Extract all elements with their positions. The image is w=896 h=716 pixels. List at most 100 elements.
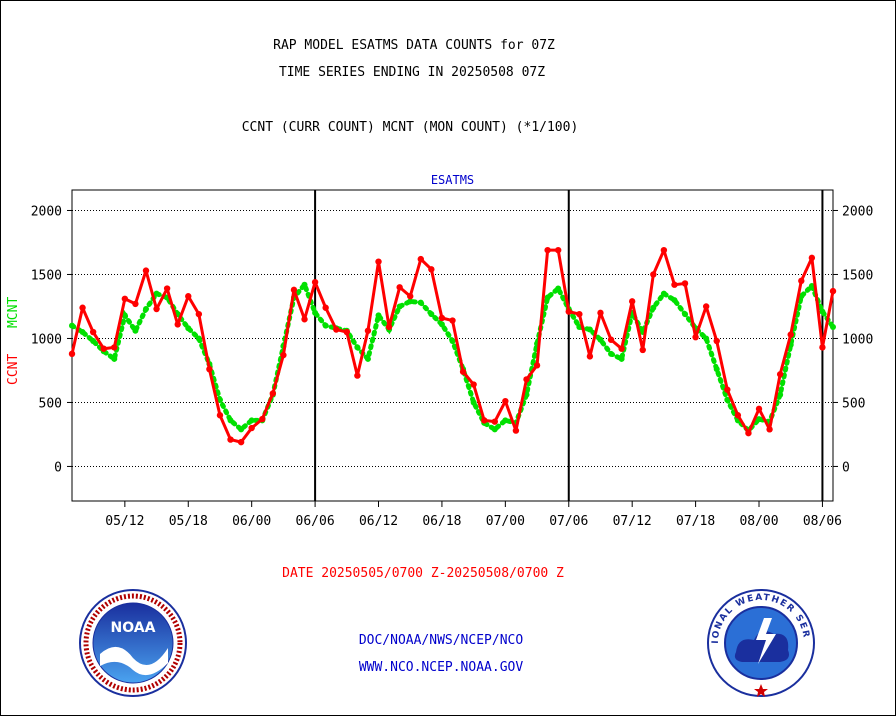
- y-tick-label-left: 500: [39, 396, 62, 411]
- data-point-ccnt: [237, 438, 245, 446]
- x-tick-label: 05/12: [105, 514, 144, 529]
- nws-logo-icon: NATIONAL WEATHER SERVICE: [706, 588, 815, 697]
- data-point-mcnt: [777, 391, 784, 398]
- data-point-mcnt: [470, 399, 477, 406]
- x-tick-label: 06/00: [232, 514, 271, 529]
- data-point-ccnt: [459, 368, 467, 375]
- data-point-ccnt: [798, 277, 805, 285]
- data-point-ccnt: [819, 344, 826, 351]
- data-point-ccnt: [89, 328, 97, 336]
- data-point-ccnt: [364, 327, 372, 334]
- data-point-ccnt: [375, 258, 382, 265]
- data-point-ccnt: [163, 285, 171, 292]
- data-point-ccnt: [692, 333, 699, 341]
- data-point-ccnt: [354, 372, 361, 379]
- data-point-ccnt: [502, 397, 509, 405]
- data-point-ccnt: [554, 246, 562, 254]
- data-point-mcnt: [830, 323, 836, 330]
- data-point-mcnt: [608, 350, 615, 357]
- data-point-mcnt: [121, 312, 128, 319]
- x-tick-label: 07/00: [486, 514, 525, 529]
- y-tick-label-right: 1000: [842, 332, 873, 347]
- data-point-ccnt: [206, 365, 213, 373]
- data-point-ccnt: [333, 326, 340, 333]
- x-tick-label: 07/18: [676, 514, 715, 529]
- data-point-ccnt: [407, 293, 414, 300]
- org-label: DOC/NOAA/NWS/NCEP/NCO: [358, 633, 524, 648]
- data-point-mcnt: [555, 285, 562, 292]
- y-tick-label-right: 1500: [842, 268, 873, 283]
- data-point-ccnt: [301, 316, 308, 323]
- data-point-mcnt: [364, 355, 371, 362]
- data-point-ccnt: [650, 271, 657, 278]
- data-point-ccnt: [628, 298, 636, 305]
- data-point-ccnt: [438, 314, 446, 322]
- data-point-ccnt: [491, 418, 498, 425]
- data-point-ccnt: [576, 310, 583, 318]
- noaa-logo-text: NOAA: [111, 620, 156, 636]
- data-point-ccnt: [808, 254, 816, 262]
- data-point-ccnt: [544, 246, 551, 254]
- data-point-ccnt: [470, 381, 477, 388]
- data-point-mcnt: [375, 312, 382, 319]
- data-point-ccnt: [142, 267, 150, 274]
- chart-subtitle: CCNT (CURR COUNT) MCNT (MON COUNT) (*1/1…: [241, 120, 579, 135]
- data-point-mcnt: [142, 306, 149, 313]
- date-range-label: DATE 20250505/0700 Z-20250508/0700 Z: [282, 566, 564, 581]
- data-point-ccnt: [259, 415, 266, 423]
- data-point-ccnt: [512, 427, 520, 434]
- data-point-mcnt: [301, 281, 308, 288]
- data-point-ccnt: [280, 351, 287, 359]
- data-point-mcnt: [407, 298, 414, 305]
- data-point-ccnt: [702, 303, 710, 310]
- x-tick-label: 08/00: [739, 514, 778, 529]
- data-point-ccnt: [185, 293, 192, 300]
- data-point-mcnt: [153, 290, 160, 297]
- data-point-mcnt: [69, 322, 75, 329]
- website-link[interactable]: WWW.NCO.NCEP.NOAA.GOV: [358, 660, 524, 675]
- data-point-mcnt: [597, 336, 604, 343]
- data-point-mcnt: [132, 327, 139, 334]
- data-point-mcnt: [438, 321, 445, 328]
- data-point-ccnt: [174, 321, 181, 328]
- data-point-mcnt: [544, 294, 551, 301]
- data-point-ccnt: [248, 424, 255, 432]
- data-point-ccnt: [227, 436, 234, 443]
- data-point-ccnt: [755, 405, 763, 413]
- data-point-ccnt: [713, 337, 720, 345]
- data-point-ccnt: [565, 308, 572, 315]
- data-point-ccnt: [311, 278, 319, 286]
- data-point-mcnt: [819, 308, 826, 315]
- data-point-ccnt: [343, 328, 351, 336]
- data-point-mcnt: [502, 417, 509, 424]
- data-point-ccnt: [639, 346, 646, 354]
- data-point-ccnt: [745, 429, 752, 437]
- data-point-ccnt: [428, 266, 435, 273]
- data-point-mcnt: [90, 338, 97, 345]
- data-point-mcnt: [491, 426, 498, 433]
- data-point-ccnt: [449, 317, 456, 324]
- y-tick-label-right: 2000: [842, 204, 873, 219]
- data-point-mcnt: [238, 426, 245, 433]
- plot-area: [71, 189, 834, 502]
- data-point-mcnt: [650, 304, 657, 311]
- data-point-ccnt: [290, 286, 298, 294]
- data-point-mcnt: [618, 355, 625, 362]
- x-tick-label: 06/06: [296, 514, 335, 529]
- data-point-ccnt: [322, 304, 329, 311]
- x-tick-label: 06/12: [359, 514, 398, 529]
- data-point-mcnt: [79, 329, 86, 336]
- data-point-mcnt: [195, 335, 202, 342]
- data-point-mcnt: [185, 325, 192, 332]
- data-point-ccnt: [829, 287, 837, 295]
- data-point-mcnt: [724, 396, 731, 403]
- x-tick-label: 08/06: [803, 514, 842, 529]
- data-point-ccnt: [586, 353, 594, 360]
- data-point-mcnt: [428, 311, 435, 318]
- data-point-ccnt: [153, 305, 160, 313]
- data-point-mcnt: [703, 335, 710, 342]
- y-tick-label-left: 0: [54, 460, 62, 475]
- data-point-mcnt: [449, 338, 456, 345]
- data-point-ccnt: [734, 412, 742, 419]
